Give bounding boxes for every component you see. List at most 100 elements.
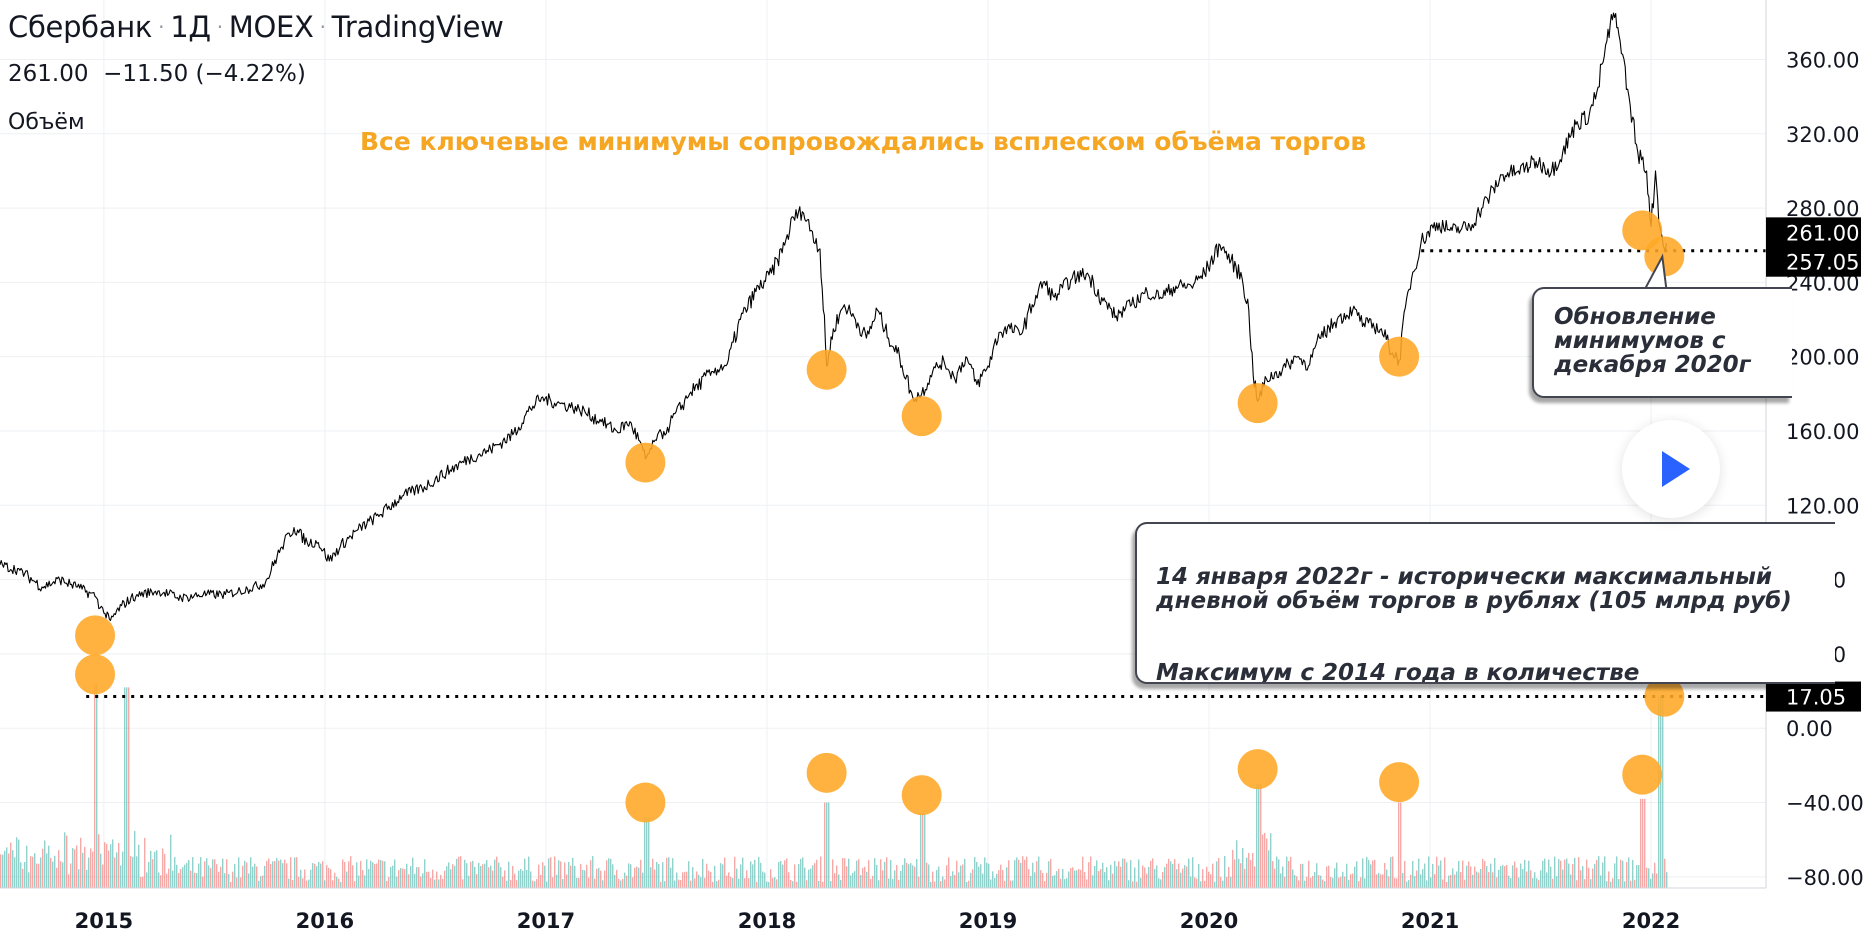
volume-bar — [1256, 783, 1258, 888]
volume-bar — [350, 856, 352, 888]
minimum-marker[interactable] — [625, 782, 666, 823]
y-tick-label: 160.00 — [1786, 420, 1859, 444]
volume-bar — [318, 861, 320, 888]
volume-bar — [1302, 863, 1304, 888]
volume-bar — [1082, 856, 1084, 888]
volume-bar — [362, 870, 364, 888]
volume-bar — [86, 869, 88, 888]
volume-bar — [1508, 875, 1510, 888]
volume-bar — [1502, 865, 1504, 888]
volume-bar — [878, 880, 880, 888]
volume-bar — [1552, 878, 1554, 888]
volume-bar — [1452, 868, 1454, 888]
volume-bar — [130, 856, 132, 888]
volume-bar — [1126, 862, 1128, 888]
volume-bar — [1370, 864, 1372, 888]
volume-bar — [1608, 871, 1610, 888]
volume-bar — [1364, 878, 1366, 888]
volume-bar — [906, 862, 908, 888]
volume-bar — [1350, 874, 1352, 888]
volume-indicator-label[interactable]: Объём — [8, 110, 85, 135]
minimum-marker[interactable] — [1622, 754, 1663, 795]
volume-bar — [30, 856, 32, 888]
volume-bar — [1448, 875, 1450, 888]
volume-bar — [322, 861, 324, 888]
minimum-marker[interactable] — [1379, 336, 1420, 377]
volume-bar — [1138, 859, 1140, 888]
volume-bar — [1170, 861, 1172, 888]
volume-bar — [1616, 856, 1618, 888]
volume-bar — [942, 876, 944, 888]
minimum-marker[interactable] — [75, 615, 116, 656]
volume-bar — [884, 861, 886, 888]
title-separator: · — [319, 15, 326, 39]
volume-bar — [112, 839, 114, 888]
volume-bar — [1420, 874, 1422, 888]
volume-bar — [786, 858, 788, 888]
volume-bar — [1186, 866, 1188, 888]
volume-bar — [1432, 863, 1434, 888]
minimum-marker[interactable] — [1644, 236, 1685, 277]
volume-bar — [438, 879, 440, 888]
volume-bar — [338, 878, 340, 888]
volume-bar — [504, 870, 506, 888]
volume-bar — [620, 880, 622, 888]
x-tick-label: 2015 — [75, 909, 133, 933]
volume-bar — [78, 869, 80, 888]
volume-bar — [780, 861, 782, 888]
volume-bar — [330, 869, 332, 888]
volume-bar — [246, 862, 248, 888]
volume-bar — [1156, 865, 1158, 888]
volume-bar — [62, 862, 64, 888]
volume-bar — [1460, 872, 1462, 888]
minimum-marker[interactable] — [806, 349, 847, 390]
interval-label[interactable]: 1Д — [170, 10, 211, 44]
volume-bar — [24, 862, 26, 888]
volume-bar — [706, 863, 708, 888]
volume-bar — [1486, 866, 1488, 888]
volume-bar — [1408, 880, 1410, 888]
volume-bar — [1664, 858, 1666, 888]
minimum-marker[interactable] — [1237, 749, 1278, 790]
minimum-marker[interactable] — [1644, 676, 1685, 717]
volume-bar — [662, 862, 664, 888]
minimum-marker[interactable] — [75, 654, 116, 695]
volume-bar — [1250, 859, 1252, 888]
volume-bar — [1130, 860, 1132, 888]
volume-bar — [346, 871, 348, 888]
volume-bar — [1390, 857, 1392, 888]
minimum-marker[interactable] — [1379, 762, 1420, 803]
minimum-marker[interactable] — [901, 396, 942, 437]
volume-bar — [760, 862, 762, 888]
volume-bar — [500, 867, 502, 888]
volume-bar — [948, 857, 950, 888]
volume-bar — [1476, 871, 1478, 888]
volume-bar — [1422, 869, 1424, 888]
play-button[interactable] — [1622, 420, 1720, 518]
minimum-marker[interactable] — [625, 442, 666, 483]
y-tick-label: 280.00 — [1786, 197, 1859, 221]
volume-bar — [434, 879, 436, 888]
symbol-name[interactable]: Сбербанк — [8, 10, 153, 44]
volume-bar — [364, 875, 366, 888]
volume-bar — [1228, 867, 1230, 888]
volume-bar — [1622, 860, 1624, 888]
minimum-marker[interactable] — [1237, 383, 1278, 424]
volume-bar — [44, 840, 46, 888]
volume-bar — [1652, 873, 1654, 888]
minimum-marker[interactable] — [1622, 210, 1663, 251]
volume-bar — [1320, 875, 1322, 888]
volume-bar — [446, 866, 448, 888]
volume-bar — [1088, 862, 1090, 888]
minimum-marker[interactable] — [901, 775, 942, 816]
volume-bar — [1404, 860, 1406, 888]
volume-bar — [622, 878, 624, 888]
volume-bar — [1080, 869, 1082, 888]
volume-bar — [702, 858, 704, 888]
x-tick-label: 2019 — [959, 909, 1017, 933]
minimum-marker[interactable] — [806, 752, 847, 793]
volume-bar — [354, 881, 356, 888]
volume-bar — [18, 839, 20, 888]
volume-bar — [968, 880, 970, 888]
